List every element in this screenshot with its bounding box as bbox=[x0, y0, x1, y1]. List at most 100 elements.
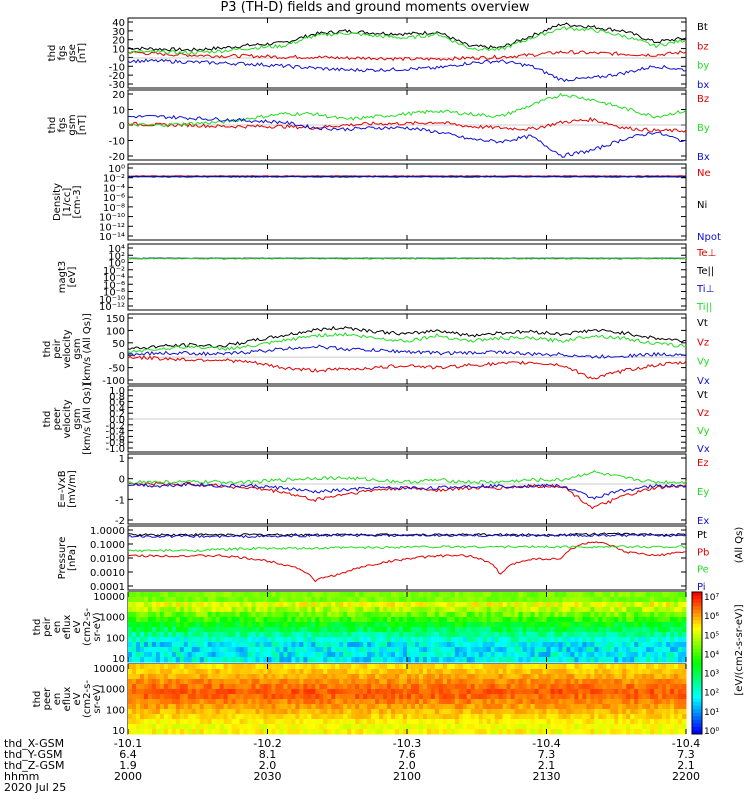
heatmap-cell bbox=[375, 684, 380, 690]
heatmap-cell bbox=[323, 647, 328, 653]
heatmap-cell bbox=[403, 714, 408, 720]
heatmap-cell bbox=[335, 592, 340, 598]
heatmap-cell bbox=[307, 694, 312, 700]
heatmap-cell bbox=[678, 622, 683, 628]
heatmap-cell bbox=[526, 602, 532, 608]
heatmap-cell bbox=[462, 637, 468, 643]
heatmap-cell bbox=[634, 617, 639, 623]
heatmap-cell bbox=[243, 729, 249, 735]
heatmap-cell bbox=[474, 647, 480, 653]
heatmap-cell bbox=[175, 664, 181, 670]
heatmap-cell bbox=[351, 642, 356, 648]
heatmap-cell bbox=[199, 652, 205, 658]
heatmap-cell bbox=[143, 632, 149, 638]
heatmap-cell bbox=[243, 632, 249, 638]
heatmap-cell bbox=[498, 719, 504, 725]
heatmap-cell bbox=[550, 689, 555, 695]
heatmap-cell bbox=[630, 652, 635, 658]
heatmap-cell bbox=[347, 699, 352, 705]
heatmap-cell bbox=[403, 704, 408, 710]
heatmap-cell bbox=[151, 729, 157, 735]
heatmap-cell bbox=[446, 632, 452, 638]
heatmap-cell bbox=[403, 724, 408, 730]
heatmap-cell bbox=[666, 704, 671, 710]
heatmap-cell bbox=[470, 612, 476, 618]
heatmap-cell bbox=[355, 694, 360, 700]
heatmap-cell bbox=[315, 602, 320, 608]
heatmap-cell bbox=[462, 729, 468, 735]
heatmap-cell bbox=[287, 627, 292, 633]
heatmap-cell bbox=[263, 699, 268, 705]
heatmap-cell bbox=[311, 694, 316, 700]
heatmap-cell bbox=[434, 612, 440, 618]
x-tick-label: 2030 bbox=[254, 770, 282, 783]
heatmap-cell bbox=[430, 714, 436, 720]
heatmap-cell bbox=[347, 709, 352, 715]
heatmap-cell bbox=[355, 617, 360, 623]
heatmap-cell bbox=[315, 679, 320, 685]
heatmap-cell bbox=[351, 709, 356, 715]
heatmap-cell bbox=[191, 724, 197, 730]
heatmap-cell bbox=[646, 664, 651, 670]
heatmap-cell bbox=[379, 719, 384, 725]
heatmap-cell bbox=[498, 642, 504, 648]
heatmap-cell bbox=[522, 719, 528, 725]
heatmap-cell bbox=[502, 657, 508, 663]
heatmap-cell bbox=[163, 729, 169, 735]
heatmap-cell bbox=[207, 592, 213, 598]
y-axis-label: gse bbox=[67, 44, 78, 62]
heatmap-cell bbox=[590, 679, 595, 685]
heatmap-cell bbox=[538, 592, 544, 598]
heatmap-cell bbox=[143, 704, 149, 710]
z-gsm-value: 2.0 bbox=[398, 759, 416, 772]
heatmap-cell bbox=[458, 724, 464, 730]
x-row-label: thd_Z-GSM bbox=[4, 759, 64, 772]
heatmap-cell bbox=[526, 679, 532, 685]
heatmap-cell bbox=[295, 652, 300, 658]
heatmap-cell bbox=[422, 657, 428, 663]
heatmap-cell bbox=[554, 602, 559, 608]
heatmap-cell bbox=[259, 729, 265, 735]
heatmap-cell bbox=[323, 632, 328, 638]
heatmap-cell bbox=[526, 647, 532, 653]
heatmap-cell bbox=[634, 694, 639, 700]
heatmap-cell bbox=[478, 652, 484, 658]
heatmap-cell bbox=[283, 632, 288, 638]
heatmap-cell bbox=[223, 729, 229, 735]
heatmap-cell bbox=[259, 724, 265, 730]
heatmap-cell bbox=[410, 719, 416, 725]
heatmap-cell bbox=[287, 709, 292, 715]
heatmap-cell bbox=[586, 612, 591, 618]
heatmap-cell bbox=[562, 724, 567, 730]
heatmap-cell bbox=[682, 652, 687, 658]
heatmap-cell bbox=[395, 652, 400, 658]
heatmap-cell bbox=[399, 664, 404, 670]
heatmap-cell bbox=[462, 694, 468, 700]
heatmap-cell bbox=[514, 664, 520, 670]
heatmap-cell bbox=[235, 704, 241, 710]
heatmap-cell bbox=[227, 607, 233, 613]
heatmap-cell bbox=[163, 617, 169, 623]
heatmap-cell bbox=[674, 714, 679, 720]
heatmap-cell bbox=[271, 704, 276, 710]
heatmap-cell bbox=[351, 652, 356, 658]
heatmap-cell bbox=[506, 709, 512, 715]
heatmap-cell bbox=[618, 679, 623, 685]
heatmap-cell bbox=[614, 642, 619, 648]
heatmap-cell bbox=[179, 684, 185, 690]
heatmap-cell bbox=[211, 627, 217, 633]
heatmap-cell bbox=[590, 714, 595, 720]
heatmap-cell bbox=[498, 647, 504, 653]
heatmap-cell bbox=[323, 684, 328, 690]
heatmap-cell bbox=[211, 694, 217, 700]
heatmap-cell bbox=[582, 652, 587, 658]
heatmap-cell bbox=[650, 669, 655, 675]
heatmap-cell bbox=[291, 607, 296, 613]
heatmap-cell bbox=[482, 684, 488, 690]
heatmap-cell bbox=[151, 699, 157, 705]
heatmap-cell bbox=[271, 674, 276, 680]
heatmap-cell bbox=[255, 704, 261, 710]
heatmap-cell bbox=[203, 592, 209, 598]
heatmap-cell bbox=[670, 642, 675, 648]
heatmap-cell bbox=[171, 669, 177, 675]
